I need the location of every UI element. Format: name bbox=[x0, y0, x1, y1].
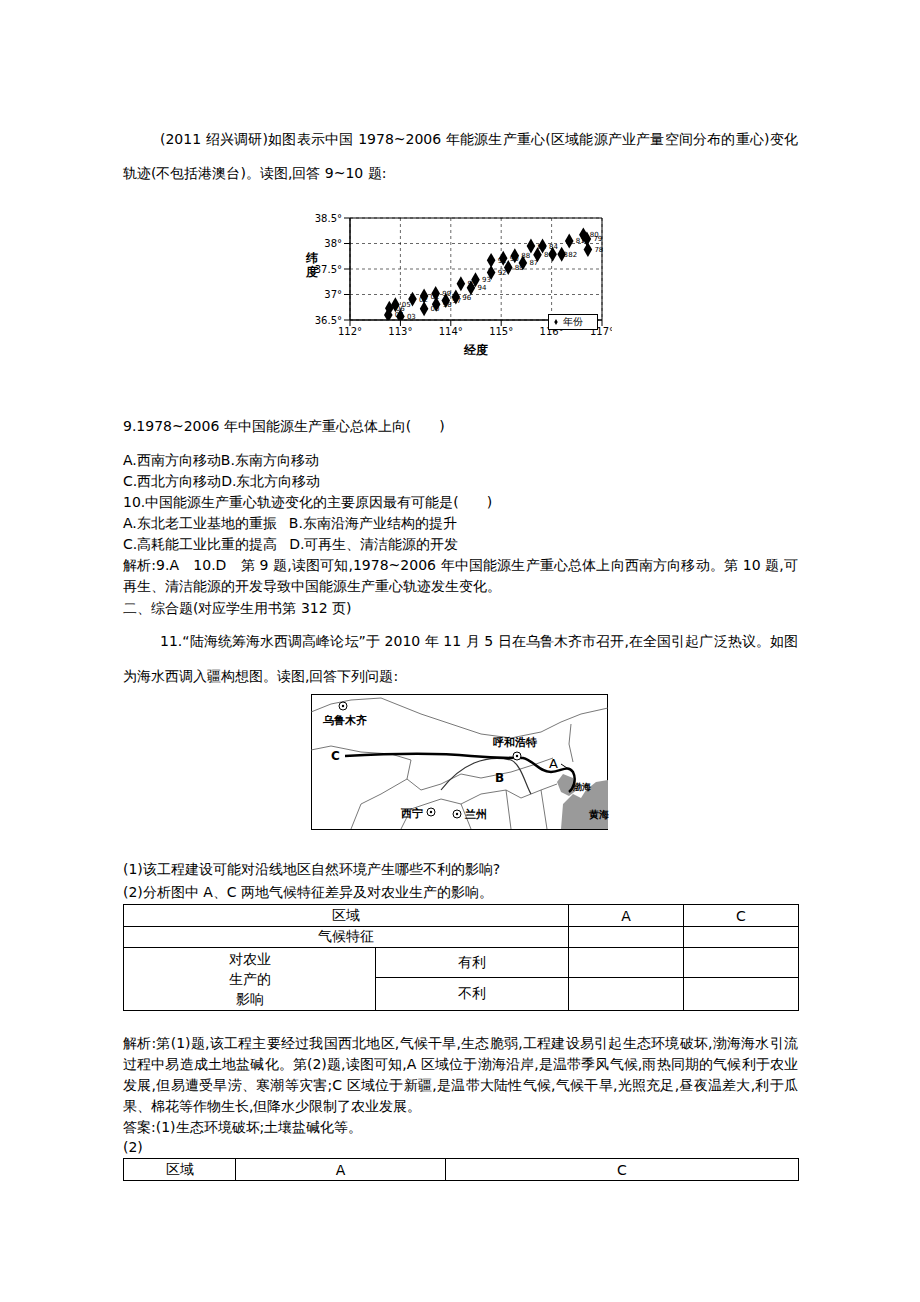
html-text:10.中国能源生产重心轨迹变化的主要原因最有可能是( ): 10.中国能源生产重心轨迹变化的主要原因最有可能是( ) bbox=[123, 494, 493, 510]
html-text:(2): (2) bbox=[123, 1139, 143, 1155]
svg-text:36.5°: 36.5° bbox=[315, 315, 342, 326]
html-text:二、综合题(对应学生用书第 312 页): 二、综合题(对应学生用书第 312 页) bbox=[123, 600, 352, 616]
svg-text:呼和浩特: 呼和浩特 bbox=[493, 736, 537, 749]
html-text:A.东北老工业基地的重振: A.东北老工业基地的重振 bbox=[123, 515, 277, 531]
svg-text:112°: 112° bbox=[338, 326, 362, 337]
html-text:(2011 绍兴调研)如图表示中国 1978~2006 年能: (2011 绍兴调研)如图表示中国 1978~2006 年能源生产重心(区域能源… bbox=[123, 131, 798, 181]
svg-text:87: 87 bbox=[529, 259, 538, 267]
svg-text:04: 04 bbox=[394, 311, 404, 320]
svg-text:01: 01 bbox=[431, 293, 440, 301]
html-text:C.高耗能工业比重的提高: C.高耗能工业比重的提高 bbox=[123, 536, 278, 552]
svg-text:83: 83 bbox=[559, 251, 568, 259]
html-text:生产的: 生产的 bbox=[228, 971, 271, 987]
html-text:(2)分析图中 A、C 两地气候特征差异及对农业生产的影响。: (2)分析图中 A、C 两地气候特征差异及对农业生产的影响。 bbox=[123, 884, 494, 900]
svg-text:86: 86 bbox=[544, 251, 553, 259]
svg-text:92: 92 bbox=[498, 269, 507, 277]
html-text:A.西南方向移动B.东南方向移动: A.西南方向移动B.东南方向移动 bbox=[123, 452, 319, 468]
html-text:对农业: 对农业 bbox=[228, 951, 271, 967]
svg-text:85: 85 bbox=[537, 243, 546, 251]
svg-text:93: 93 bbox=[482, 276, 491, 284]
html-text:年份: 年份 bbox=[563, 316, 583, 327]
svg-text:91: 91 bbox=[498, 257, 507, 265]
svg-text:渤海: 渤海 bbox=[572, 782, 591, 792]
svg-text:82: 82 bbox=[568, 251, 577, 259]
html-text:C: C bbox=[617, 1161, 627, 1178]
html-text:气候特征: 气候特征 bbox=[318, 928, 374, 944]
svg-text:兰州: 兰州 bbox=[464, 808, 487, 821]
svg-text:90: 90 bbox=[510, 255, 519, 263]
html-text:C.西北方向移动D.东北方向移动: C.西北方向移动D.东北方向移动 bbox=[123, 473, 321, 489]
svg-text:89: 89 bbox=[515, 264, 524, 272]
svg-text:B: B bbox=[495, 771, 504, 785]
svg-text:97: 97 bbox=[452, 297, 461, 305]
html-text:不利: 不利 bbox=[458, 985, 486, 1001]
html-text:9.1978~2006 年中国能源生产重心总体上向( ): 9.1978~2006 年中国能源生产重心总体上向( ) bbox=[123, 418, 445, 434]
html-text:纬: 纬 bbox=[306, 251, 318, 265]
svg-text:113°: 113° bbox=[388, 326, 412, 337]
svg-text:98: 98 bbox=[443, 301, 452, 309]
svg-text:114°: 114° bbox=[439, 326, 463, 337]
svg-text:00: 00 bbox=[431, 305, 440, 313]
html-text:答案:(1)生态环境破坏;土壤盐碱化等。: 答案:(1)生态环境破坏;土壤盐碱化等。 bbox=[123, 1119, 363, 1135]
svg-text:37.5°: 37.5° bbox=[315, 264, 342, 275]
svg-text:78: 78 bbox=[594, 246, 603, 254]
svg-text:C: C bbox=[331, 749, 340, 763]
svg-text:38°: 38° bbox=[324, 238, 342, 249]
svg-text:06: 06 bbox=[396, 305, 405, 313]
html-text:B.东南沿海产业结构的提升: B.东南沿海产业结构的提升 bbox=[288, 515, 457, 531]
html-text:11.“陆海统筹海水西调高峰论坛”于 2010 年 11 月: 11.“陆海统筹海水西调高峰论坛”于 2010 年 11 月 5 日在乌鲁木齐市… bbox=[123, 633, 798, 684]
html-text:A: A bbox=[335, 1161, 346, 1178]
html-text:C: C bbox=[736, 907, 746, 924]
svg-text:38.5°: 38.5° bbox=[315, 213, 342, 224]
svg-text:A: A bbox=[549, 756, 558, 771]
svg-text:84: 84 bbox=[549, 243, 558, 251]
svg-text:经度: 经度 bbox=[463, 343, 488, 357]
svg-text:117°: 117° bbox=[590, 326, 612, 337]
html-text:有利: 有利 bbox=[458, 953, 486, 970]
svg-text:80: 80 bbox=[590, 231, 599, 239]
html-text:度: 度 bbox=[306, 265, 318, 279]
svg-text:99: 99 bbox=[442, 290, 451, 298]
svg-text:95: 95 bbox=[467, 280, 476, 288]
svg-text:116°: 116° bbox=[540, 326, 564, 337]
svg-text:03: 03 bbox=[407, 313, 416, 321]
html-text:区域: 区域 bbox=[165, 1160, 194, 1177]
html-text:解析:第(1)题,该工程主要经过我国西北地区,气候干旱,生态: 解析:第(1)题,该工程主要经过我国西北地区,气候干旱,生态脆弱,工程建设易引起… bbox=[123, 1035, 798, 1114]
svg-text:88: 88 bbox=[521, 252, 530, 260]
svg-text:37°: 37° bbox=[324, 289, 342, 300]
html-text:区域: 区域 bbox=[332, 906, 360, 923]
html-text:(1)该工程建设可能对沿线地区自然环境产生哪些不利的影响?: (1)该工程建设可能对沿线地区自然环境产生哪些不利的影响? bbox=[123, 861, 501, 877]
html-text:A: A bbox=[621, 907, 631, 924]
html-text:解析:9.A 10.D 第 9 题,读图可知,1978~20: 解析:9.A 10.D 第 9 题,读图可知,1978~2006 年中国能源生产… bbox=[123, 557, 798, 594]
svg-text:81: 81 bbox=[576, 237, 585, 245]
svg-text:黄海: 黄海 bbox=[588, 809, 609, 820]
svg-text:79: 79 bbox=[593, 235, 603, 244]
svg-text:94: 94 bbox=[477, 284, 486, 292]
html-text:D.可再生、清洁能源的开发: D.可再生、清洁能源的开发 bbox=[289, 536, 459, 552]
svg-text:05: 05 bbox=[401, 301, 411, 310]
html-text:影响: 影响 bbox=[235, 991, 264, 1007]
svg-text:96: 96 bbox=[462, 294, 471, 302]
svg-text:乌鲁木齐: 乌鲁木齐 bbox=[322, 714, 367, 727]
svg-text:02: 02 bbox=[419, 296, 428, 304]
svg-text:115°: 115° bbox=[489, 326, 513, 337]
svg-text:西宁: 西宁 bbox=[400, 807, 423, 820]
